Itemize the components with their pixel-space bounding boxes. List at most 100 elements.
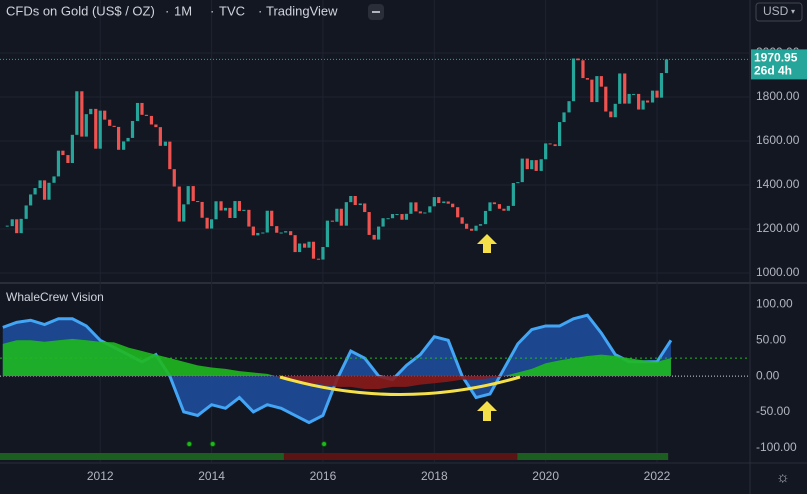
candle [196,201,200,203]
candle [655,90,659,98]
candle [228,207,232,218]
candle [534,160,538,171]
candle [261,232,265,234]
candle [488,202,492,211]
candle [358,203,362,206]
yellow-arc [279,375,521,396]
candle [428,206,432,213]
candle [172,169,176,187]
currency: USD [763,4,789,18]
candle [544,143,548,160]
y-tick-label: 50.00 [756,332,786,346]
x-tick-label: 2014 [198,469,225,483]
candle [390,214,395,219]
candle [464,223,469,229]
candle [442,201,446,204]
candle [66,155,70,163]
candle [10,219,14,227]
candle [590,79,594,103]
candle [483,210,488,225]
candle [293,235,297,253]
separator: · [165,3,169,18]
candle [372,234,376,240]
annotations [279,234,521,421]
candle [158,127,162,146]
signal-dot [321,441,328,447]
x-tick-label: 2022 [644,469,671,483]
candle [432,197,436,207]
dropdown-icon: ▾ [791,7,795,16]
candle [400,214,404,220]
candle [168,141,172,170]
candle [205,217,209,229]
x-tick-label: 2018 [421,469,448,483]
candle [29,194,33,206]
candle [84,114,88,137]
separator: · [210,3,214,18]
candle [321,247,325,260]
candle [103,110,107,120]
candle [553,144,557,147]
candle [307,241,311,248]
y-tick-label: 1600.00 [756,133,800,147]
interval: 1M [174,3,192,18]
candle [140,102,144,115]
candle [42,180,47,200]
y-tick-label: 1800.00 [756,89,800,103]
candle [414,202,418,212]
regime-band [0,453,284,460]
candle [191,186,195,202]
candle [126,137,130,142]
candle [516,182,520,184]
candle [502,208,506,211]
candle [130,120,135,138]
candle [275,226,279,233]
candle [381,218,385,227]
candle [664,59,669,74]
candle [349,195,353,203]
candle [571,58,576,102]
candle [56,150,61,177]
candle [186,186,190,205]
candle [641,100,645,110]
candle [511,183,515,206]
candle [618,73,622,104]
candle [386,218,390,220]
candle [418,211,422,214]
candle [576,58,580,61]
candle [567,101,571,113]
candle [604,86,608,112]
symbol-title: CFDs on Gold (US$ / OZ) [6,3,155,18]
candle [61,150,65,156]
signal-dot [209,441,216,447]
candle [52,176,56,183]
candle [456,207,460,218]
candle [506,205,510,211]
candle [223,207,228,211]
candle [38,180,42,189]
y-tick-label: 1400.00 [756,177,800,191]
candle [409,202,413,214]
candle [219,201,223,211]
candle [367,212,371,235]
candle [525,158,529,170]
candle [15,219,19,234]
x-tick-label: 2016 [310,469,337,483]
candle [446,201,450,204]
candle [75,91,79,135]
regime-band [283,453,518,460]
indicator-title: WhaleCrew Vision [6,290,104,304]
candle [163,141,167,146]
currency-button[interactable] [755,2,803,22]
candle [247,209,251,227]
candle [89,108,93,115]
candle [377,226,381,240]
candle [47,182,51,200]
y-tick-label: -50.00 [756,404,790,418]
candle [316,258,321,260]
settings-icon[interactable]: ☼ [776,469,790,486]
candle [330,220,335,222]
